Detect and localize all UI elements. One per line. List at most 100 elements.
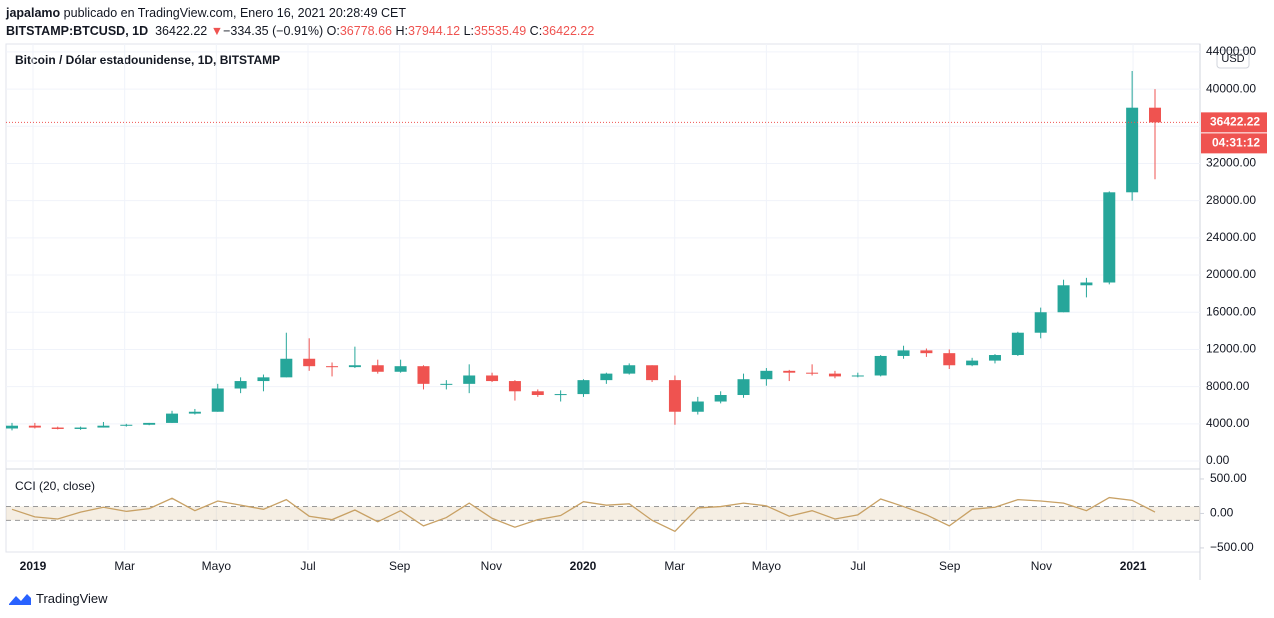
candle-body xyxy=(623,365,636,374)
candle-body xyxy=(348,365,361,368)
candle-body xyxy=(1034,312,1047,333)
y-tick-label: 24000.00 xyxy=(1206,230,1256,244)
y-tick-label: 44000.00 xyxy=(1206,44,1256,58)
candle-body xyxy=(760,370,773,380)
x-tick-label: 2020 xyxy=(570,559,597,573)
l-label: L: xyxy=(463,24,475,38)
chart-title: Bitcoin / Dólar estadounidense, 1D, BITS… xyxy=(15,53,280,67)
indicator-tick-label: 500.00 xyxy=(1210,471,1247,485)
y-tick-label: 40000.00 xyxy=(1206,81,1256,95)
candle-body xyxy=(943,353,956,366)
arrow: ▼ xyxy=(210,24,224,38)
candle-body xyxy=(1057,285,1070,313)
candle-body xyxy=(234,381,247,389)
x-tick-label: 2021 xyxy=(1120,559,1147,573)
x-tick-label: Mayo xyxy=(202,559,232,573)
candle-body xyxy=(303,358,316,367)
o-label: O: xyxy=(326,24,340,38)
x-tick-label: Nov xyxy=(481,559,502,573)
x-tick-label: Mar xyxy=(114,559,135,573)
candle-body xyxy=(120,424,133,426)
x-tick-label: Jul xyxy=(300,559,315,573)
change: −334.35 (−0.91%) xyxy=(223,24,324,38)
candle-body xyxy=(508,381,521,392)
countdown: 04:31:12 xyxy=(1212,136,1260,150)
indicator-tick-label: −500.00 xyxy=(1210,540,1254,554)
candle-body xyxy=(166,413,179,423)
indicator-title: CCI (20, close) xyxy=(15,479,95,493)
indicator-tick-label: 0.00 xyxy=(1210,506,1234,520)
countdown-box xyxy=(1201,133,1267,154)
cci-line xyxy=(11,496,1156,533)
candle-body xyxy=(1103,192,1116,283)
candle-body xyxy=(257,377,270,382)
header: japalamo publicado en TradingView.com, E… xyxy=(6,4,594,40)
candle-body xyxy=(828,373,841,377)
low: 35535.49 xyxy=(474,24,527,38)
last-price: 36422.22 xyxy=(1210,115,1260,129)
candle-body xyxy=(531,391,544,396)
candle-body xyxy=(737,379,750,396)
candle-body xyxy=(874,355,887,376)
x-tick-label: 2019 xyxy=(20,559,47,573)
candle-body xyxy=(646,365,659,381)
candle-body xyxy=(326,366,339,368)
candle-body xyxy=(188,411,201,414)
last: 36422.22 xyxy=(155,24,208,38)
y-tick-label: 12000.00 xyxy=(1206,342,1256,356)
candle-body xyxy=(211,388,224,412)
y-tick-label: 28000.00 xyxy=(1206,193,1256,207)
currency: USD xyxy=(1221,53,1244,65)
candle-body xyxy=(394,366,407,372)
y-tick-label: 32000.00 xyxy=(1206,156,1256,170)
candle-body xyxy=(1011,332,1024,356)
pane-frame xyxy=(5,43,1201,553)
high: 37944.12 xyxy=(407,24,461,38)
x-tick-label: Mayo xyxy=(752,559,782,573)
candle-body xyxy=(486,375,499,382)
candle-body xyxy=(97,425,110,428)
candle-body xyxy=(691,401,704,412)
h-label: H: xyxy=(395,24,408,38)
last-price-box xyxy=(1201,112,1267,133)
symbol: BITSTAMP:BTCUSD, 1D xyxy=(6,24,149,38)
candle-body xyxy=(28,425,41,428)
candle-body xyxy=(554,394,567,396)
candle-body xyxy=(988,355,1001,361)
candle-body xyxy=(1149,107,1161,123)
y-tick-label: 0.00 xyxy=(1206,453,1230,467)
y-tick-label: 4000.00 xyxy=(1206,416,1250,430)
candle-body xyxy=(806,372,819,374)
candle-body xyxy=(1126,107,1139,193)
candle-body xyxy=(463,375,476,384)
y-tick-label: 8000.00 xyxy=(1206,379,1250,393)
candle-body xyxy=(577,380,590,395)
candle-body xyxy=(417,366,430,384)
candle-body xyxy=(280,358,293,378)
x-tick-label: Sep xyxy=(389,559,411,573)
candle-body xyxy=(371,365,384,372)
x-tick-label: Sep xyxy=(939,559,961,573)
author: japalamo xyxy=(6,6,61,20)
candle-body xyxy=(143,422,156,425)
candle-body xyxy=(668,380,681,412)
candle-body xyxy=(920,350,933,354)
candle-body xyxy=(966,360,979,366)
y-tick-label: 20000.00 xyxy=(1206,267,1256,281)
c-label: C: xyxy=(529,24,543,38)
candle-body xyxy=(600,373,613,381)
candle-body xyxy=(74,427,87,429)
candle-body xyxy=(440,383,453,385)
x-tick-label: Nov xyxy=(1031,559,1052,573)
close: 36422.22 xyxy=(542,24,595,38)
candle-body xyxy=(714,395,727,402)
candle-body xyxy=(851,375,864,377)
candle-body xyxy=(6,425,18,429)
candle-body xyxy=(783,370,796,373)
x-tick-label: Mar xyxy=(664,559,685,573)
footer: TradingView xyxy=(8,591,108,606)
logo-icon xyxy=(9,593,31,605)
open: 36778.66 xyxy=(339,24,392,38)
x-tick-label: Jul xyxy=(850,559,865,573)
